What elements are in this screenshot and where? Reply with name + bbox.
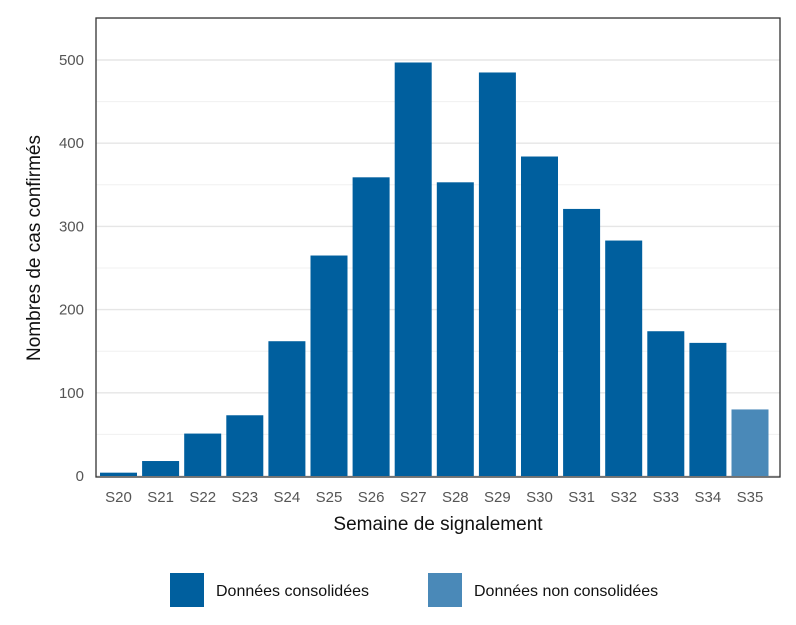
bar-S34	[689, 342, 727, 476]
plot-panel-border	[95, 17, 781, 478]
x-axis-title: Semaine de signalement	[333, 514, 543, 535]
y-tick-label: 0	[76, 468, 84, 485]
x-tick-label: S23	[231, 489, 258, 506]
y-axis-ticks: 0 100 200 300 400 500	[59, 52, 84, 485]
y-tick-label: 200	[59, 302, 84, 319]
x-tick-label: S34	[695, 489, 722, 506]
x-tick-label: S30	[526, 489, 553, 506]
x-tick-label: S21	[147, 489, 174, 506]
bars	[100, 62, 769, 477]
x-tick-label: S20	[105, 489, 132, 506]
legend-item-consolidated: Données consolidées	[170, 573, 369, 607]
y-axis-title: Nombres de cas confirmés	[24, 135, 45, 361]
bar-S29	[478, 72, 516, 476]
legend-item-non_consolidated: Données non consolidées	[428, 573, 658, 607]
legend-label: Données consolidées	[216, 583, 369, 600]
x-tick-label: S22	[189, 489, 216, 506]
x-axis-ticks: S20 S21 S22 S23 S24 S25 S26 S27 S28 S29 S30 S31 S32 S…	[105, 489, 763, 506]
bar-S26	[352, 177, 390, 476]
bar-S20	[100, 472, 137, 476]
legend-label: Données non consolidées	[474, 583, 658, 600]
y-tick-label: 500	[59, 52, 84, 69]
legend-swatch	[428, 573, 462, 607]
y-tick-label: 300	[59, 218, 84, 235]
x-tick-label: S24	[274, 489, 301, 506]
bar-S27	[394, 62, 432, 476]
x-tick-label: S28	[442, 489, 469, 506]
x-tick-label: S29	[484, 489, 511, 506]
bar-S25	[310, 255, 348, 476]
x-tick-label: S33	[652, 489, 679, 506]
bar-S33	[647, 331, 685, 476]
x-tick-label: S31	[568, 489, 595, 506]
bar-S30	[521, 156, 558, 476]
x-tick-label: S25	[316, 489, 343, 506]
bar-S22	[184, 433, 222, 476]
legend-swatch	[170, 573, 204, 607]
bar-S21	[142, 461, 180, 476]
x-tick-label: S35	[737, 489, 764, 506]
bar-S24	[268, 341, 306, 476]
legend: Données consolidées Données non consolidé…	[170, 573, 658, 607]
y-tick-label: 100	[59, 385, 84, 402]
bar-S32	[605, 240, 643, 476]
bar-S23	[226, 415, 264, 476]
bar-S31	[563, 208, 601, 477]
bar-S35	[731, 409, 769, 476]
x-tick-label: S27	[400, 489, 427, 506]
y-tick-label: 400	[59, 135, 84, 152]
x-tick-label: S26	[358, 489, 385, 506]
bar-S28	[436, 182, 474, 476]
x-tick-label: S32	[610, 489, 637, 506]
